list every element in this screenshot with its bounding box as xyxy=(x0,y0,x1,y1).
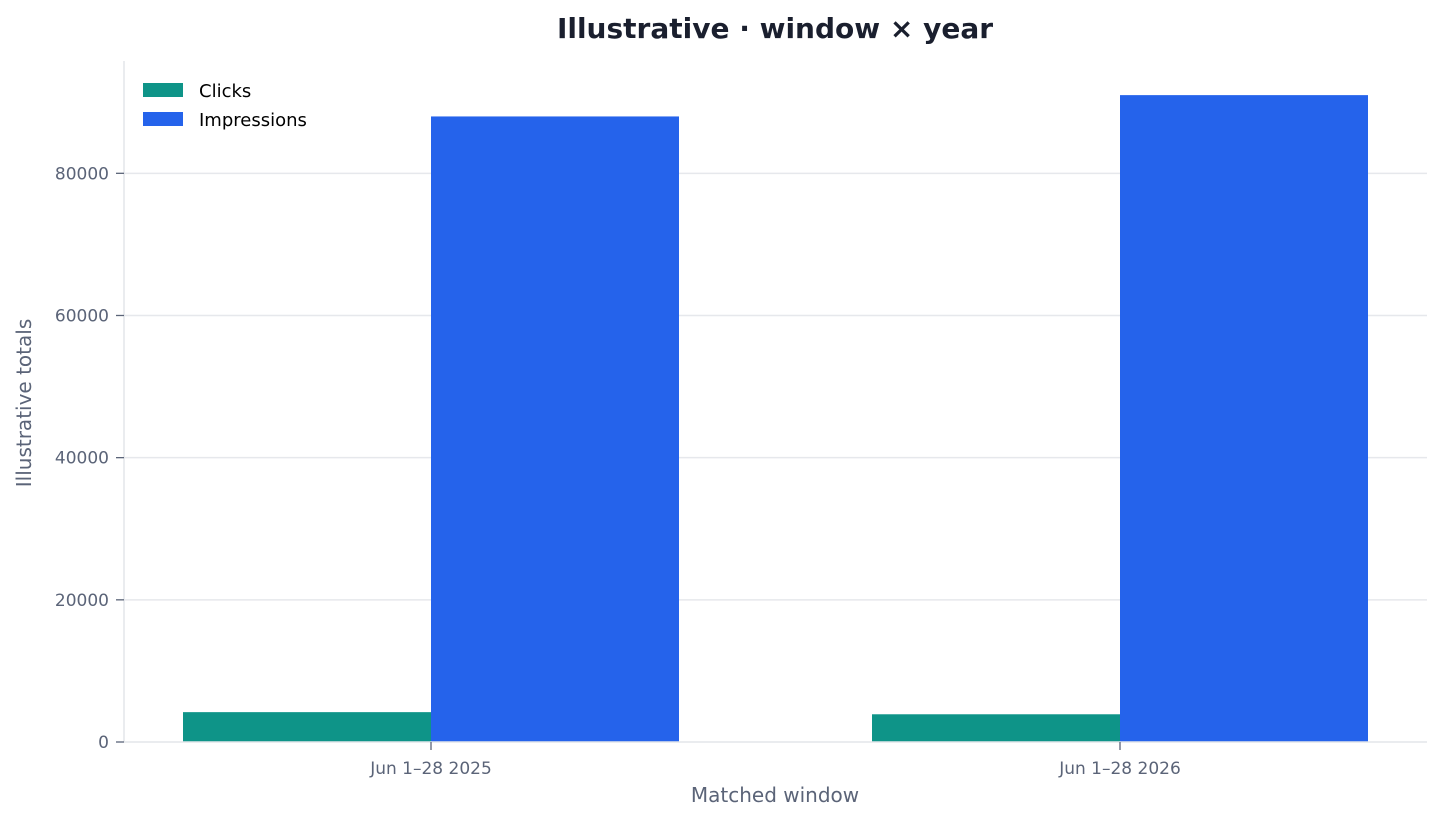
bars xyxy=(183,95,1368,742)
legend-label-impressions: Impressions xyxy=(199,110,307,131)
x-axis-label: Matched window xyxy=(691,783,859,807)
x-tick-label: Jun 1–28 2025 xyxy=(369,759,492,779)
bar-impressions-2 xyxy=(1120,95,1368,742)
x-tick-label: Jun 1–28 2026 xyxy=(1058,759,1181,779)
y-tick-label: 40000 xyxy=(55,449,109,469)
y-tick-label: 60000 xyxy=(55,306,109,326)
y-tick-label: 20000 xyxy=(55,591,109,611)
chart-title: Illustrative · window × year xyxy=(557,12,993,45)
y-tick-label: 0 xyxy=(98,733,109,753)
bar-clicks-2 xyxy=(872,714,1120,742)
ticks: 0 20000 40000 60000 80000 Jun 1–28 2025 Jun 1–… xyxy=(55,164,1181,779)
legend-label-clicks: Clicks xyxy=(199,81,251,102)
bar-impressions-1 xyxy=(431,116,679,742)
legend-swatch-impressions xyxy=(143,112,183,126)
legend: Clicks Impressions xyxy=(143,81,307,131)
bar-clicks-1 xyxy=(183,712,431,742)
axes xyxy=(123,61,1427,743)
y-axis-label: Illustrative totals xyxy=(12,319,36,487)
legend-swatch-clicks xyxy=(143,83,183,97)
y-tick-label: 80000 xyxy=(55,164,109,184)
